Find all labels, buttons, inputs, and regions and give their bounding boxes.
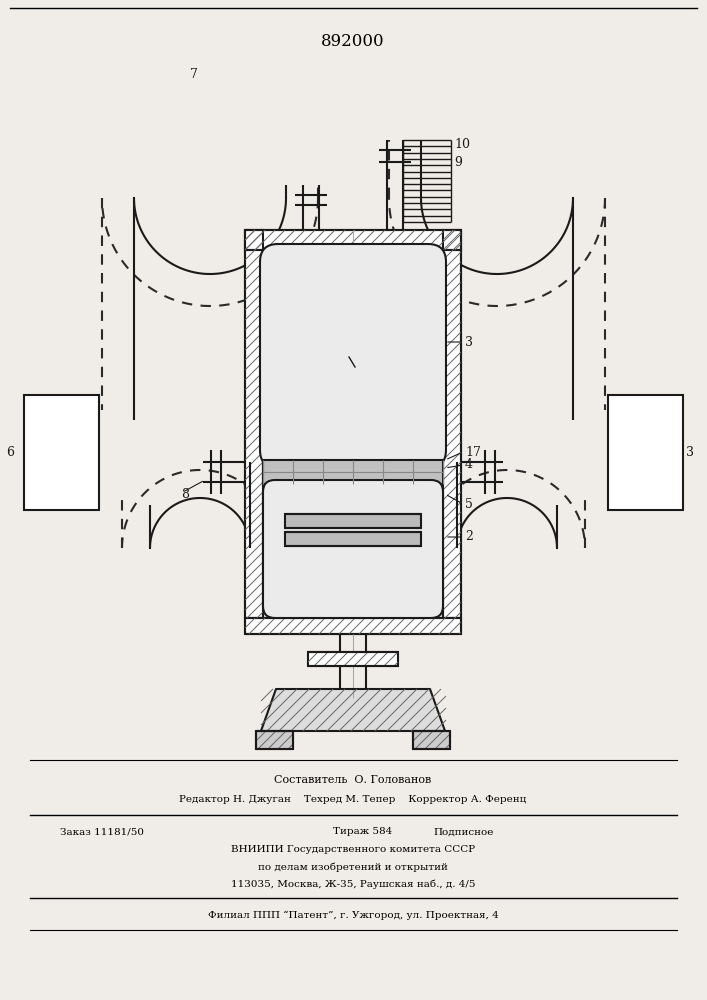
Bar (245, 618, 461, 634)
Text: по делам изобретений и открытий: по делам изобретений и открытий (258, 862, 448, 872)
Text: Заказ 11181/50: Заказ 11181/50 (60, 828, 144, 836)
Text: 10: 10 (454, 138, 470, 151)
Text: ВНИИПИ Государственного комитета СССР: ВНИИПИ Государственного комитета СССР (231, 846, 475, 854)
Text: 3: 3 (686, 446, 694, 458)
Text: 8: 8 (181, 488, 189, 500)
FancyBboxPatch shape (260, 244, 446, 468)
Bar (245, 230, 461, 250)
Bar (285, 532, 421, 546)
Text: 3: 3 (465, 336, 473, 349)
Text: 6: 6 (6, 446, 14, 458)
Text: 5: 5 (465, 497, 473, 510)
Bar (608, 395, 683, 510)
FancyBboxPatch shape (263, 480, 443, 618)
Bar (256, 731, 293, 749)
Text: Подписное: Подписное (433, 828, 493, 836)
Text: Филиал ППП “Патент”, г. Ужгород, ул. Проектная, 4: Филиал ППП “Патент”, г. Ужгород, ул. Про… (208, 910, 498, 920)
Text: 892000: 892000 (321, 33, 385, 50)
Text: 17: 17 (465, 446, 481, 458)
Bar (245, 230, 263, 618)
Bar (24, 395, 99, 510)
Bar (443, 230, 461, 618)
Bar (413, 731, 450, 749)
Bar (308, 652, 398, 666)
Bar (263, 460, 443, 484)
Polygon shape (261, 689, 445, 731)
Text: 7: 7 (190, 68, 198, 82)
Text: Составитель  О. Голованов: Составитель О. Голованов (274, 775, 432, 785)
Bar (285, 514, 421, 528)
Text: 9: 9 (454, 155, 462, 168)
Text: 4: 4 (465, 458, 473, 472)
Text: Тираж 584: Тираж 584 (333, 828, 392, 836)
Text: Редактор Н. Джуган    Техред М. Тепер    Корректор А. Ференц: Редактор Н. Джуган Техред М. Тепер Корре… (180, 796, 527, 804)
Text: 2: 2 (465, 530, 473, 544)
Text: 113035, Москва, Ж-35, Раушская наб., д. 4/5: 113035, Москва, Ж-35, Раушская наб., д. … (230, 879, 475, 889)
